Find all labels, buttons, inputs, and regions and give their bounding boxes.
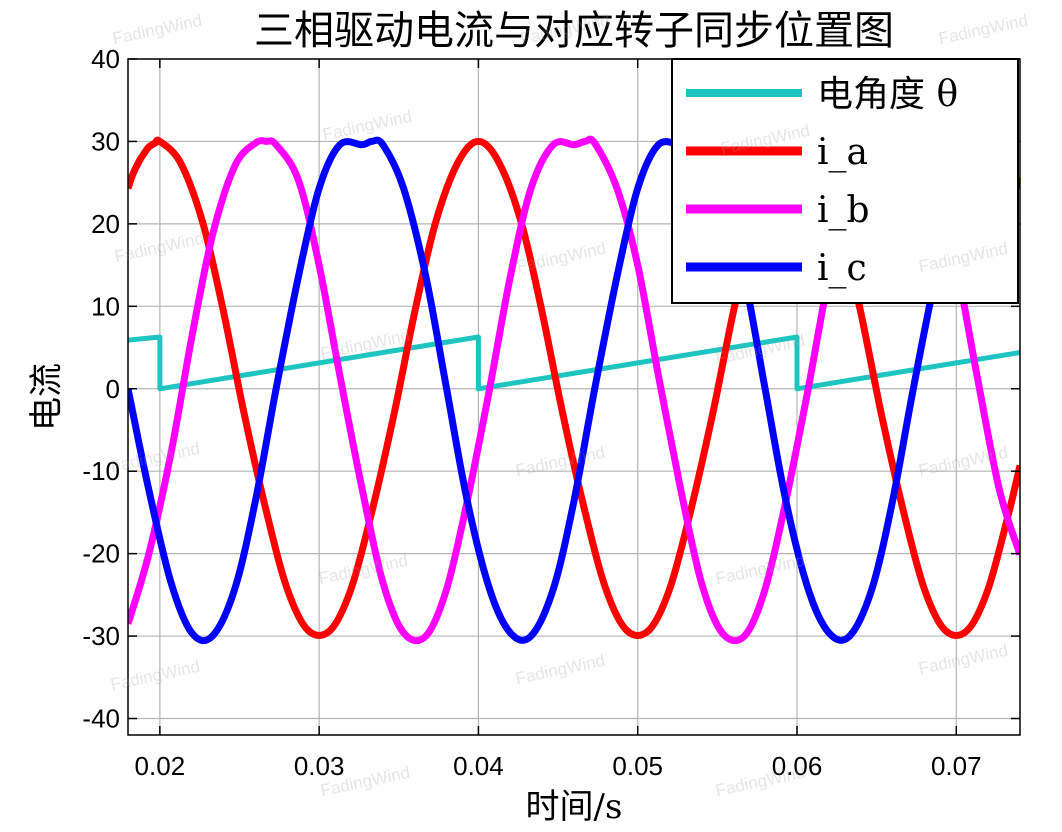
x-tick-label: 0.05 xyxy=(612,751,663,781)
y-tick-label: 40 xyxy=(91,44,120,74)
x-axis-ticks: 0.02 0.03 0.04 0.05 0.06 0.07 xyxy=(135,59,982,781)
y-tick-label: 0 xyxy=(106,374,120,404)
x-axis-label: 时间/s xyxy=(526,787,623,827)
legend-label: i_a xyxy=(817,132,868,173)
x-tick-label: 0.07 xyxy=(931,751,982,781)
y-tick-label: -30 xyxy=(82,621,120,651)
series-line-theta xyxy=(128,334,1020,392)
x-tick-label: 0.04 xyxy=(453,751,504,781)
x-tick-label: 0.03 xyxy=(294,751,345,781)
y-axis-ticks: -40 -30 -20 -10 0 10 20 30 40 xyxy=(82,44,1020,734)
legend-label: i_b xyxy=(817,190,870,231)
legend-box xyxy=(671,58,1019,304)
y-tick-label: 30 xyxy=(91,126,120,156)
y-tick-label: 10 xyxy=(91,291,120,321)
series-line-i-c xyxy=(128,135,1020,645)
y-tick-label: 20 xyxy=(91,209,120,239)
y-tick-label: -20 xyxy=(82,539,120,569)
y-tick-label: -40 xyxy=(82,704,120,734)
y-axis-label: 电流 xyxy=(27,363,67,431)
legend-label: 电角度 θ xyxy=(817,74,958,115)
plot-frame xyxy=(127,58,1021,736)
series-line-i-a xyxy=(128,136,1020,639)
y-tick-label: -10 xyxy=(82,456,120,486)
legend: 电角度 θ i_a i_b i_c xyxy=(671,58,1019,304)
chart-title: 三相驱动电流与对应转子同步位置图 xyxy=(254,8,894,54)
legend-label: i_c xyxy=(817,248,867,289)
x-tick-label: 0.06 xyxy=(772,751,823,781)
x-tick-label: 0.02 xyxy=(135,751,186,781)
